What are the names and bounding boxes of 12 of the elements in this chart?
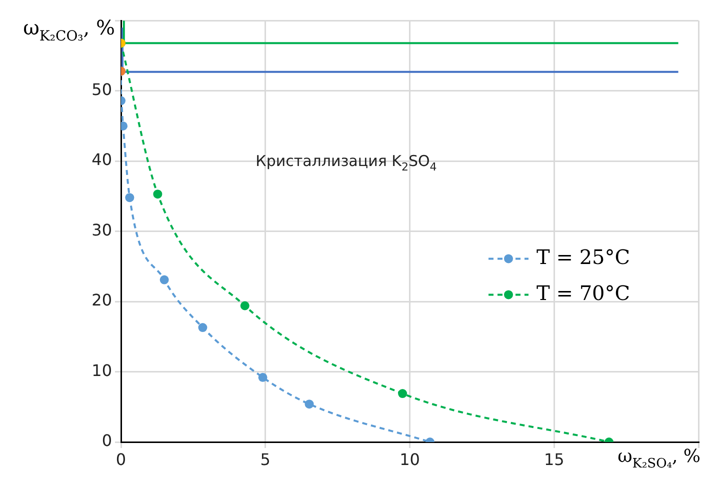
legend-label: T = 25°C xyxy=(536,244,630,269)
x-tick-label: 5 xyxy=(260,450,270,469)
x-tick-label: 10 xyxy=(400,450,420,469)
y-tick-label: 20 xyxy=(92,290,112,310)
legend-label: T = 70°C xyxy=(536,280,630,305)
y-tick-label: 50 xyxy=(92,80,112,99)
x-tick-label: 15 xyxy=(544,450,564,469)
y-tick-label: 0 xyxy=(102,431,112,450)
y-tick-label: 40 xyxy=(92,150,112,170)
x-tick-label: 0 xyxy=(116,450,126,469)
y-tick-label: 10 xyxy=(92,360,112,380)
y-tick-label: 30 xyxy=(92,220,112,240)
